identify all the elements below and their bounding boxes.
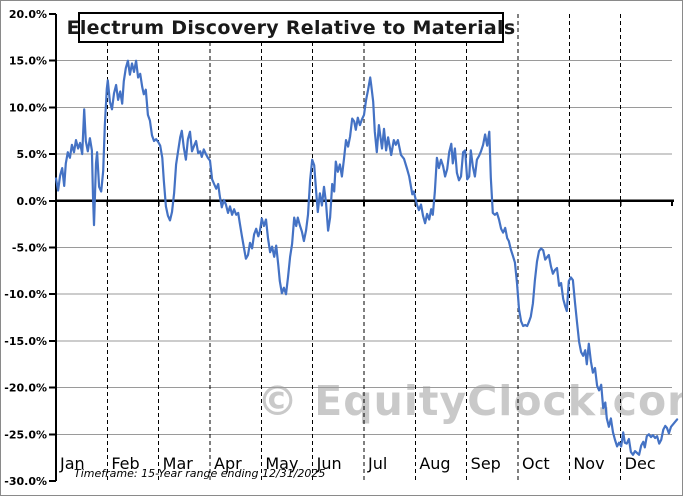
x-month-label: Apr — [214, 454, 242, 473]
relative-performance-line — [54, 59, 679, 456]
x-month-label: Dec — [625, 454, 656, 473]
y-tick-label: -20.0% — [4, 382, 47, 395]
x-month-label: May — [265, 454, 298, 473]
y-tick-label: 0.0% — [16, 195, 47, 208]
timeframe-note: Timeframe: 15-Year range ending 12/31/20… — [74, 467, 326, 480]
y-tick-label: -25.0% — [4, 428, 47, 441]
y-tick-label: -5.0% — [12, 242, 47, 255]
y-tick-label: 5.0% — [16, 148, 47, 161]
x-month-label: Oct — [522, 454, 550, 473]
y-tick-label: 20.0% — [9, 8, 47, 21]
y-tick-label: 15.0% — [9, 55, 47, 68]
x-month-label: Sep — [471, 454, 501, 473]
chart-title-box: Electrum Discovery Relative to Materials — [67, 12, 515, 43]
y-tick-label: -15.0% — [4, 335, 47, 348]
x-month-label: Aug — [419, 454, 450, 473]
x-month-label: Nov — [573, 454, 604, 473]
x-month-label: Jun — [316, 454, 342, 473]
y-tick-label: 10.0% — [9, 101, 47, 114]
x-month-label: Mar — [163, 454, 194, 473]
x-month-label: Jan — [59, 454, 85, 473]
chart-title: Electrum Discovery Relative to Materials — [66, 16, 516, 39]
x-month-label: Feb — [111, 454, 139, 473]
y-tick-label: -10.0% — [4, 288, 47, 301]
y-tick-label: -30.0% — [4, 475, 47, 488]
x-month-label: Jul — [367, 454, 387, 473]
